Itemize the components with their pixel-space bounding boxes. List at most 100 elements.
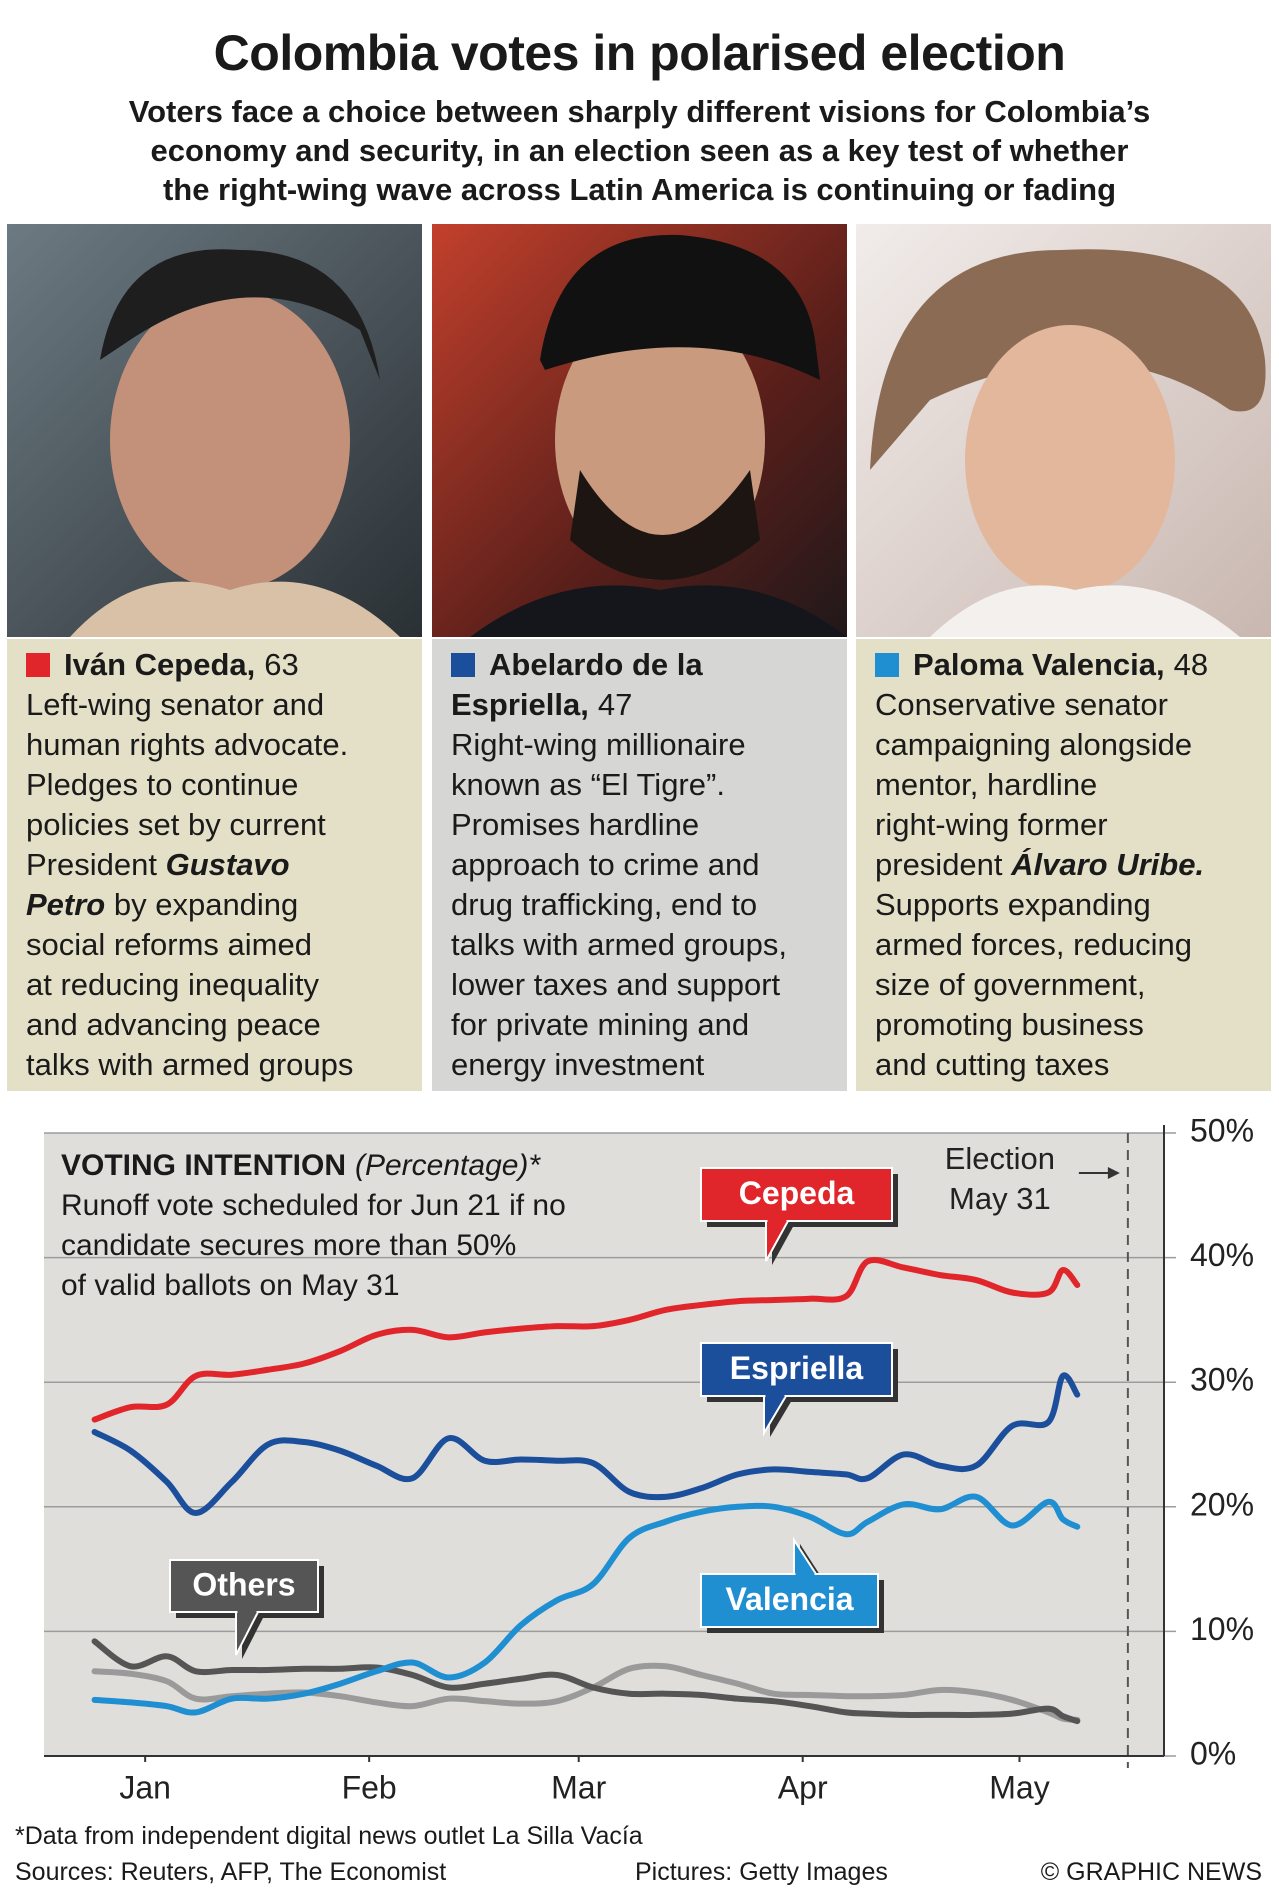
text: known as “El Tigre”. [451, 767, 725, 802]
description-line: Left-wing senator and [26, 685, 414, 725]
series-line [91, 1493, 1081, 1716]
text: lower taxes and support [451, 967, 781, 1002]
series-line [91, 1372, 1081, 1517]
description-line: Conservative senator [875, 685, 1263, 725]
election-label: May 31 [949, 1181, 1051, 1216]
candidate-name: Abelardo de la Espriella, [451, 647, 703, 722]
callout-seam [237, 1610, 257, 1614]
emphasis: Gustavo [165, 847, 290, 882]
candidate-marker [875, 653, 899, 677]
text: human rights advocate. [26, 727, 349, 762]
sources: Sources: Reuters, AFP, The Economist [15, 1858, 447, 1886]
callout-box [700, 1342, 893, 1397]
description-line: for private mining and [451, 1005, 839, 1045]
line-chart: 0% 10% 20% 30% 40% 50% Jan Feb Mar Apr May Election… [44, 1112, 1254, 1805]
description-line: drug trafficking, end to [451, 885, 839, 925]
chart-title: VOTING INTENTION [61, 1149, 346, 1182]
text: talks with armed groups, [451, 927, 787, 962]
text: campaigning alongside [875, 727, 1193, 762]
legend-label: Espriella [730, 1350, 864, 1386]
x-tick-label: Feb [342, 1769, 397, 1805]
candidate-header: Iván Cepeda, 63 [26, 645, 414, 685]
text: and cutting taxes [875, 1047, 1110, 1082]
x-tick-label: Mar [551, 1769, 606, 1805]
description-line: Promises hardline [451, 805, 839, 845]
legend-label: Valencia [725, 1581, 853, 1617]
chart-subtitle-line: candidate secures more than 50% [61, 1229, 517, 1262]
text: armed forces, reducing [875, 927, 1193, 962]
chart-heading: VOTING INTENTION (Percentage)* Runoff vot… [61, 1146, 566, 1306]
series-callout: Valencia [700, 1536, 884, 1633]
candidate-marker [26, 653, 50, 677]
description-line: policies set by current [26, 805, 414, 845]
callout-box [700, 1167, 893, 1222]
callout-seam [765, 1394, 785, 1398]
series-line [91, 1662, 1081, 1723]
election-arrowhead [1107, 1167, 1120, 1179]
description-line: talks with armed groups [26, 1045, 414, 1085]
text: Right-wing millionaire [451, 727, 746, 762]
text: President [26, 847, 166, 882]
description-line: and advancing peace [26, 1005, 414, 1045]
description-line: President Gustavo [26, 845, 414, 885]
plot-background [44, 1133, 1164, 1756]
copyright: © GRAPHIC NEWS [1040, 1858, 1262, 1886]
text: Pledges to continue [26, 767, 299, 802]
text: talks with armed groups [26, 1047, 354, 1082]
series-line [91, 1638, 1081, 1725]
candidate-age: 48 [1173, 647, 1209, 682]
description-line: at reducing inequality [26, 965, 414, 1005]
chart-subtitle-line: of valid ballots on May 31 [61, 1269, 400, 1302]
description-line: right-wing former [875, 805, 1263, 845]
candidate-panel: Paloma Valencia, 48 Conservative senator ca… [856, 639, 1271, 1091]
description-line: known as “El Tigre”. [451, 765, 839, 805]
text: Supports expanding [875, 887, 1151, 922]
description-line: lower taxes and support [451, 965, 839, 1005]
photo [856, 224, 1271, 637]
text: policies set by current [26, 807, 326, 842]
page-title: Colombia votes in polarised election [213, 25, 1066, 81]
description-line: and cutting taxes [875, 1045, 1263, 1085]
text: Conservative senator [875, 687, 1168, 722]
text: promoting business [875, 1007, 1144, 1042]
text: drug trafficking, end to [451, 887, 758, 922]
description-line: energy investment [451, 1045, 839, 1085]
candidate-panel: Abelardo de la Espriella, 47 Right-wing mi… [432, 639, 847, 1091]
text: and advancing peace [26, 1007, 321, 1042]
candidate-header: Paloma Valencia, 48 [875, 645, 1263, 685]
photo [7, 224, 422, 637]
description-line: Pledges to continue [26, 765, 414, 805]
candidate-age: 47 [597, 687, 633, 722]
text: at reducing inequality [26, 967, 319, 1002]
description-line: campaigning alongside [875, 725, 1263, 765]
callout-seam [767, 1219, 787, 1223]
chart-subtitle-line: Runoff vote scheduled for Jun 21 if no [61, 1189, 566, 1222]
text: energy investment [451, 1047, 705, 1082]
text: social reforms aimed [26, 927, 312, 962]
chart-title-note: (Percentage)* [355, 1149, 541, 1182]
description-line: social reforms aimed [26, 925, 414, 965]
y-tick-label: 40% [1190, 1237, 1254, 1273]
description-line: Supports expanding [875, 885, 1263, 925]
description-line: Right-wing millionaire [451, 725, 839, 765]
y-tick-label: 20% [1190, 1486, 1254, 1522]
x-tick-label: Apr [778, 1769, 828, 1805]
description-line: armed forces, reducing [875, 925, 1263, 965]
text: Promises hardline [451, 807, 700, 842]
description-line: human rights advocate. [26, 725, 414, 765]
description-line: talks with armed groups, [451, 925, 839, 965]
text: Left-wing senator and [26, 687, 325, 722]
series-callout: Others [169, 1559, 324, 1659]
callout-box [169, 1559, 319, 1613]
callout-box [700, 1573, 879, 1628]
emphasis: Petro [26, 887, 106, 922]
x-tick-label: Jan [119, 1769, 171, 1805]
candidate-name: Iván Cepeda, [64, 647, 256, 682]
emphasis: Álvaro Uribe. [1011, 847, 1205, 882]
legend-label: Others [192, 1566, 295, 1602]
photo [432, 224, 847, 637]
series-callout: Cepeda [700, 1167, 898, 1265]
callout-seam [795, 1572, 815, 1576]
